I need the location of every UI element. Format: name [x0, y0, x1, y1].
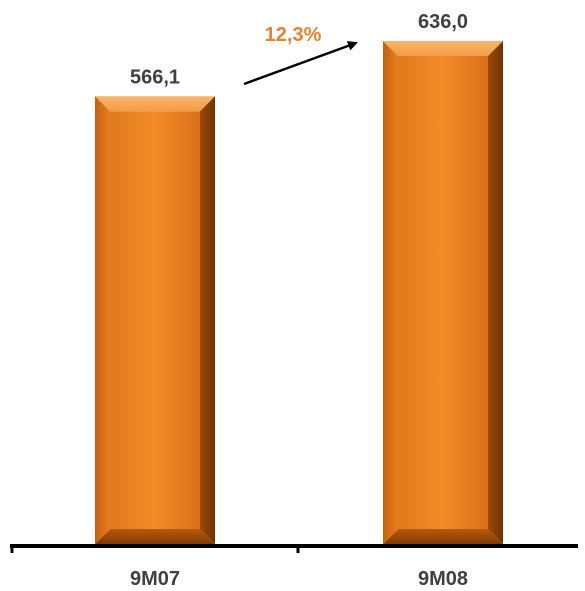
growth-arrow	[243, 41, 358, 86]
x-tick-label-9M08: 9M08	[418, 568, 468, 590]
bar-bevel-left	[383, 41, 398, 544]
bar-bevel-right	[488, 41, 503, 544]
bars-layer	[95, 41, 503, 545]
x-tick-label-9M07: 9M07	[130, 568, 180, 590]
bar-bevel-top	[95, 96, 215, 112]
value-labels-layer: 566,1 636,0	[130, 11, 468, 88]
bar-bevel-top	[383, 41, 503, 56]
bar-face	[110, 111, 200, 530]
bar-bevel-right	[200, 96, 215, 545]
bar-face	[398, 56, 488, 529]
bar-9M07	[95, 96, 215, 545]
bar-bevel-left	[95, 96, 110, 545]
bar-bevel-bottom	[95, 529, 215, 544]
value-label-9M08: 636,0	[418, 11, 468, 33]
bar-9M08	[383, 41, 503, 544]
bar-bevel-bottom	[383, 529, 503, 544]
growth-label: 12,3%	[265, 24, 322, 46]
value-label-9M07: 566,1	[130, 66, 180, 88]
